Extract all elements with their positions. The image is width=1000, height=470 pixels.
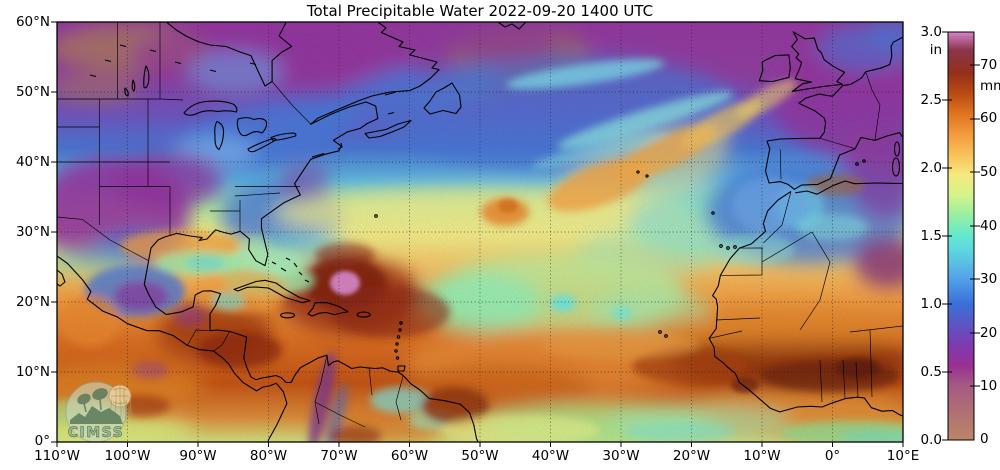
colorbar-mm-unit-label: mm — [980, 78, 1000, 94]
political-borders — [57, 22, 903, 428]
colorbar-in-tick-label: 1.5 — [920, 228, 942, 244]
lon-tick-label: 50°W — [461, 448, 499, 464]
colorbar-gradient — [947, 31, 975, 441]
lon-tick-label: 70°W — [320, 448, 358, 464]
colorbar-in-unit-label: in — [929, 42, 942, 58]
lon-tick-label: 100°W — [104, 448, 151, 464]
lon-tick-label: 30°W — [602, 448, 640, 464]
colorbar-in-tick-label: 2.5 — [920, 92, 942, 108]
colorbar-mm-tick-label: 40 — [980, 218, 998, 234]
lon-tick-label: 40°W — [531, 448, 570, 464]
lon-tick-label: 10°W — [743, 448, 781, 464]
colorbar — [942, 31, 980, 441]
colorbar-in-tick-label: 0.5 — [920, 364, 942, 380]
lon-tick-label: 90°W — [179, 448, 217, 464]
lon-tick-label: 10°E — [886, 448, 920, 464]
colorbar-in-tick-label: 1.0 — [920, 296, 942, 312]
colorbar-in-tick-label: 0.0 — [920, 432, 942, 448]
tpw-field: CIMSS — [57, 22, 903, 442]
cimss-logo-text: CIMSS — [68, 425, 124, 441]
page-title: Total Precipitable Water 2022-09-20 1400… — [306, 2, 654, 20]
colorbar-mm-tick-label: 10 — [980, 378, 998, 394]
colorbar-tick-marks — [942, 31, 980, 441]
lon-tick-label: 80°W — [249, 448, 288, 464]
lat-tick-label: 0° — [34, 433, 50, 449]
lat-tick-label: 10°N — [15, 364, 50, 380]
lat-tick-label: 20°N — [15, 294, 50, 310]
lon-tick-label: 60°W — [390, 448, 429, 464]
cimss-logo: CIMSS — [65, 381, 132, 442]
lon-tick-label: 20°W — [672, 448, 711, 464]
lon-tick-label: 0° — [824, 448, 841, 464]
graticule-gridlines — [57, 22, 903, 442]
colorbar-mm-tick-label: 20 — [980, 325, 998, 341]
colorbar-in-tick-label: 2.0 — [920, 160, 942, 176]
satellite-dish-icon — [92, 388, 108, 400]
lat-tick-label: 60°N — [15, 14, 50, 30]
axis-tick-marks — [51, 21, 904, 447]
colorbar-mm-tick-label: 70 — [980, 57, 998, 73]
lat-tick-label: 50°N — [15, 84, 50, 100]
lon-tick-label: 110°W — [34, 448, 80, 464]
cimss-logo-silhouette — [70, 406, 123, 424]
colorbar-in-tick-label: 3.0 — [920, 24, 942, 40]
colorbar-mm-tick-label: 60 — [980, 110, 998, 126]
colorbar-mm-tick-label: 30 — [980, 271, 998, 287]
lat-tick-label: 30°N — [15, 224, 50, 240]
colorbar-mm-tick-label: 50 — [980, 164, 998, 180]
satellite-dish-icon — [77, 393, 91, 405]
lat-tick-label: 40°N — [15, 154, 50, 170]
coastlines — [57, 22, 903, 442]
colorbar-mm-tick-label: 0 — [980, 431, 989, 447]
